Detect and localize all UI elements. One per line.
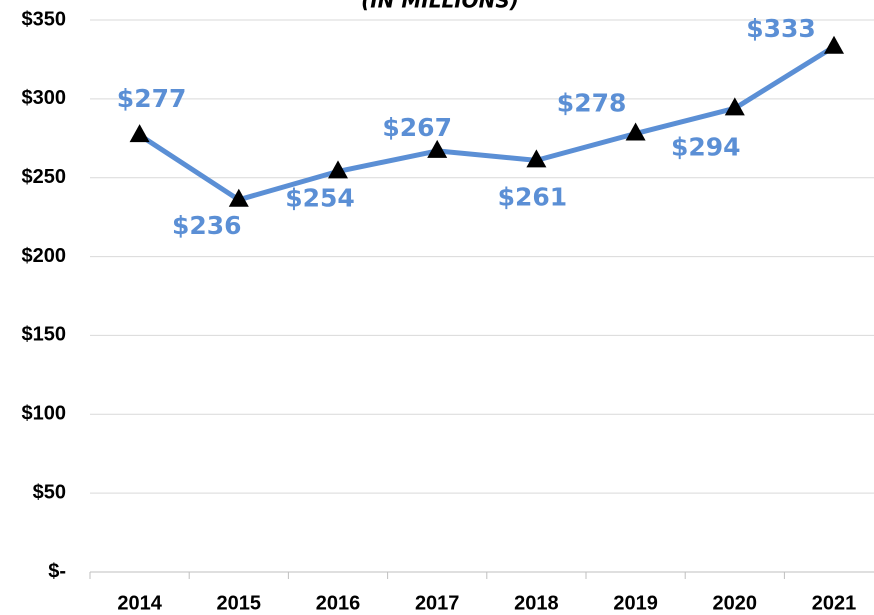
y-tick-label: $250 [22,166,67,188]
x-tick-label: 2016 [316,592,361,614]
marker [625,122,646,141]
chart-subtitle: (IN MILLIONS) [361,0,519,13]
marker [129,124,150,143]
y-tick-label: $150 [22,324,67,346]
line [138,44,836,203]
x-tick-label: 2015 [217,592,262,614]
data-label: $267 [382,113,452,142]
x-tick-label: 2017 [415,592,460,614]
y-tick-label: $100 [22,403,67,425]
x-tick-label: 2014 [117,592,162,614]
data-label: $294 [671,132,741,161]
y-tick-label: $200 [22,245,67,267]
data-label: $333 [746,14,816,43]
data-label: $261 [498,182,568,211]
x-tick-label: 2021 [812,592,857,614]
marker [427,139,448,158]
data-label: $278 [557,89,627,118]
x-tick-label: 2020 [713,592,758,614]
marker [228,188,249,207]
marker [526,149,547,168]
data-label: $277 [117,84,187,113]
marker [328,160,348,179]
data-label: $236 [172,211,242,240]
marker [824,35,844,54]
data-label: $254 [285,183,355,212]
y-tick-label: $350 [22,8,67,30]
y-tick-label: $- [48,560,66,582]
marker [724,97,745,116]
y-tick-label: $50 [33,481,66,503]
y-tick-label: $300 [22,87,67,109]
x-tick-label: 2018 [514,592,559,614]
x-tick-label: 2019 [613,592,658,614]
